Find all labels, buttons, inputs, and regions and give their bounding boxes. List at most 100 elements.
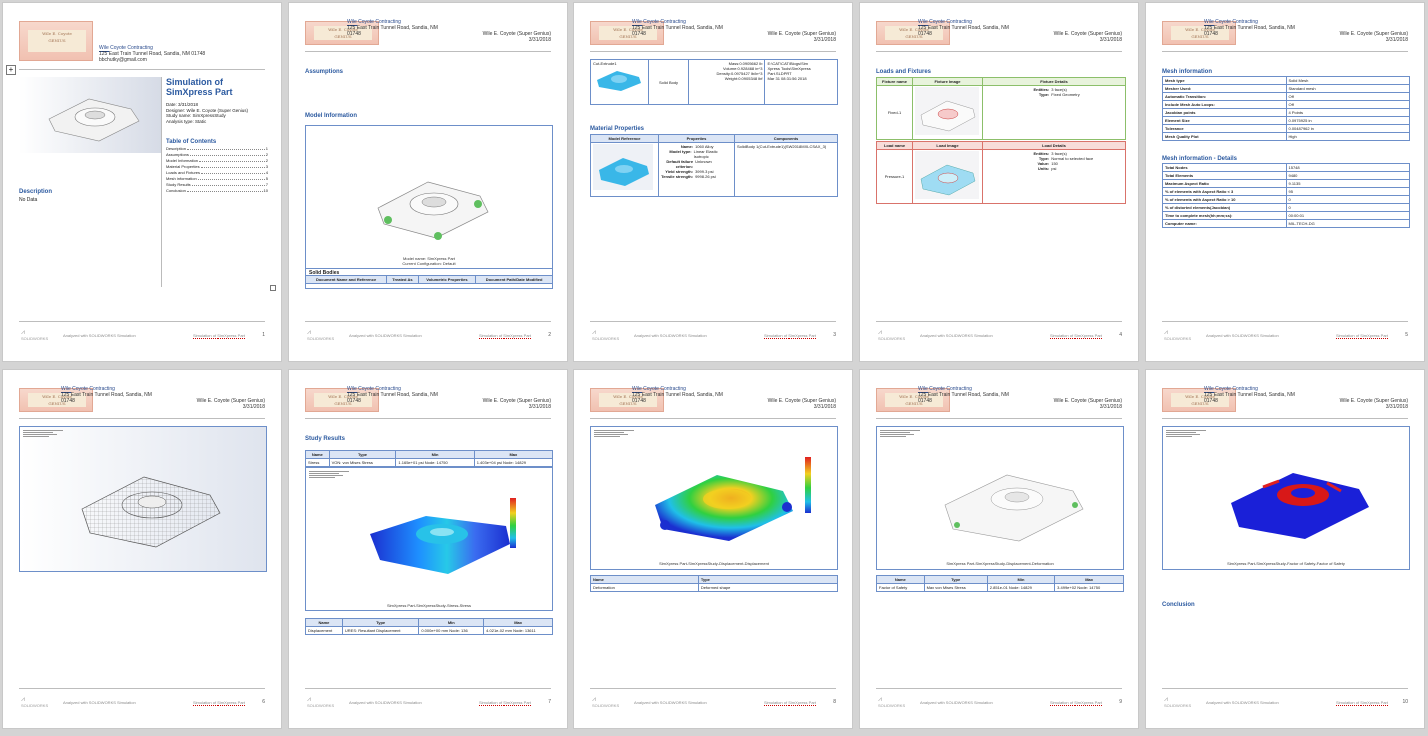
- fos-plot-image: [1231, 473, 1369, 539]
- designer-info: Wile E. Coyote (Super Genius) 3/31/2018: [1053, 31, 1122, 43]
- cover-model-image: [19, 77, 161, 153]
- table-row: % of elements with Aspect Ratio > 10 0: [1162, 195, 1410, 204]
- table-row: Include Mesh Auto Loops: Off: [1162, 100, 1410, 109]
- page-footer: ⩘ SOLIDWORKS Analyzed with SOLIDWORKS Simu…: [592, 696, 836, 708]
- study-info: Date: 3/31/2018 Designer: Wile E. Coyote…: [166, 102, 249, 124]
- toc-entry[interactable]: Mesh information 5: [166, 176, 268, 181]
- page-number: 4: [1119, 332, 1122, 338]
- page-footer: ⩘ SOLIDWORKS Analyzed with SOLIDWORKS Simu…: [1164, 329, 1408, 341]
- company-logo: Wile E. Coyote GENIUS: [19, 388, 93, 412]
- material-table: Model Reference Properties Components Name…: [590, 134, 838, 197]
- load-table: Load name Load Image Load Details Pressure…: [876, 141, 1126, 204]
- company-info: Wile Coyote Contracting 125 East Train T…: [1204, 19, 1295, 37]
- page-footer: ⩘ SOLIDWORKS Analyzed with SOLIDWORKS Simu…: [307, 696, 551, 708]
- company-logo: Wile E. Coyote GENIUS: [590, 21, 664, 45]
- table-row: Computer name: MIL-TECH-DG: [1162, 219, 1410, 228]
- deformation-plot-frame: SimXpress Part-SimXpressStudy-Displaceme…: [876, 426, 1124, 570]
- report-page-1: Wile E. Coyote GENIUS Wile Coyote Contrac…: [2, 2, 282, 362]
- stress-results-table: Name Type Min Max Stress VON: von Mises Stre…: [305, 450, 554, 467]
- fos-table: Name Type Min Max Factor of Safety Max von M…: [876, 575, 1124, 592]
- company-info: Wile Coyote Contracting 125 East Train T…: [347, 19, 438, 37]
- solidworks-logo: ⩘ SOLIDWORKS: [878, 696, 906, 708]
- solidworks-logo: ⩘ SOLIDWORKS: [878, 329, 906, 341]
- report-page-10: Wile E. Coyote GENIUS Wile Coyote Contrac…: [1145, 369, 1425, 729]
- page-footer: ⩘ SOLIDWORKS Analyzed with SOLIDWORKS Simu…: [21, 329, 265, 341]
- page-number: 9: [1119, 699, 1122, 705]
- toc-entry[interactable]: Description 1: [166, 146, 268, 151]
- checkbox[interactable]: [270, 285, 276, 291]
- table-row: Total Elements 9480: [1162, 171, 1410, 180]
- mesh-plot-image: [81, 476, 221, 548]
- company-logo: Wile E. Coyote GENIUS: [590, 388, 664, 412]
- solidworks-logo: ⩘ SOLIDWORKS: [21, 696, 49, 708]
- table-row: Tolerance 0.00487962 in: [1162, 124, 1410, 133]
- designer-info: Wile E. Coyote (Super Genius) 3/31/2018: [1339, 398, 1408, 410]
- designer-info: Wile E. Coyote (Super Genius) 3/31/2018: [767, 31, 836, 43]
- report-page-8: Wile E. Coyote GENIUS Wile Coyote Contrac…: [573, 369, 853, 729]
- report-page-4: Wile E. Coyote GENIUS Wile Coyote Contrac…: [859, 2, 1139, 362]
- company-info: Wile Coyote Contracting 125 East Train T…: [347, 386, 438, 404]
- table-row: Automatic Transition: Off: [1162, 92, 1410, 101]
- move-handle-icon[interactable]: +: [6, 65, 16, 75]
- deformation-plot-image: [944, 474, 1084, 542]
- page-footer: ⩘ SOLIDWORKS Analyzed with SOLIDWORKS Simu…: [307, 329, 551, 341]
- assumptions-heading: Assumptions: [305, 69, 344, 75]
- designer-info: Wile E. Coyote (Super Genius) 3/31/2018: [196, 398, 265, 410]
- page-number: 6: [262, 699, 265, 705]
- report-page-5: Wile E. Coyote GENIUS Wile Coyote Contrac…: [1145, 2, 1425, 362]
- report-page-7: Wile E. Coyote GENIUS Wile Coyote Contrac…: [288, 369, 568, 729]
- mesh-plot-frame: [19, 426, 267, 572]
- toc-entry[interactable]: Assumptions 2: [166, 152, 268, 157]
- solid-bodies-heading: Solid Bodies: [306, 268, 552, 277]
- model-info-heading: Model Information: [305, 113, 357, 119]
- displacement-results-table: Name Type Min Max Displacement URES: Resulta…: [305, 618, 553, 635]
- report-page-2: Wile E. Coyote GENIUS Wile Coyote Contrac…: [288, 2, 568, 362]
- toc-title: Table of Contents: [166, 139, 217, 145]
- company-info: Wile Coyote Contracting 125 East Train T…: [632, 19, 723, 37]
- toc-entry[interactable]: Model Information 2: [166, 158, 268, 163]
- toc-entry[interactable]: Material Properties 3: [166, 164, 268, 169]
- fixture-table: Fixture name Fixture Image Fixture Details…: [876, 77, 1126, 140]
- toc-entry[interactable]: Conclusion 10: [166, 188, 268, 193]
- company-logo: Wile E. Coyote GENIUS: [1162, 388, 1236, 412]
- page-number: 1: [262, 332, 265, 338]
- solidworks-logo: ⩘ SOLIDWORKS: [592, 696, 620, 708]
- load-image: [915, 151, 979, 199]
- solidworks-logo: ⩘ SOLIDWORKS: [592, 329, 620, 341]
- solid-bodies-table: Document Name and Reference Treated As Vol…: [304, 275, 553, 284]
- conclusion-heading: Conclusion: [1162, 602, 1195, 608]
- toc-entry[interactable]: Loads and Fixtures 4: [166, 170, 268, 175]
- page-number: 10: [1402, 699, 1408, 705]
- fixture-image: [915, 87, 979, 135]
- page-footer: ⩘ SOLIDWORKS Analyzed with SOLIDWORKS Simu…: [21, 696, 265, 708]
- study-results-heading: Study Results: [305, 436, 346, 442]
- table-row: % of distorted elements(Jacobian) 0: [1162, 203, 1410, 212]
- table-of-contents: Description 1 Assumptions 2 Model Informatio…: [166, 146, 268, 194]
- company-logo: Wile E. Coyote GENIUS: [1162, 21, 1236, 45]
- toc-entry[interactable]: Study Results 7: [166, 182, 268, 187]
- mesh-details-heading: Mesh information - Details: [1162, 156, 1238, 162]
- page-footer: ⩘ SOLIDWORKS Analyzed with SOLIDWORKS Simu…: [1164, 696, 1408, 708]
- loads-heading: Loads and Fixtures: [876, 69, 932, 75]
- company-info: Wile Coyote Contracting 125 East Train T…: [918, 19, 1009, 37]
- report-title: Simulation of: [166, 77, 223, 87]
- stress-plot-frame: SimXpress Part-SimXpressStudy-Stress-Str…: [305, 467, 553, 611]
- page-number: 8: [833, 699, 836, 705]
- mesh-heading: Mesh information: [1162, 69, 1213, 75]
- table-row: Element Size 0.0975925 in: [1162, 116, 1410, 125]
- page-number: 2: [548, 332, 551, 338]
- report-page-6: Wile E. Coyote GENIUS Wile Coyote Contrac…: [2, 369, 282, 729]
- company-logo: Wile E. Coyote GENIUS: [305, 21, 379, 45]
- table-row: Mesher Used: Standard mesh: [1162, 84, 1410, 93]
- material-heading: Material Properties: [590, 126, 645, 132]
- table-row: Mesh type Solid Mesh: [1162, 76, 1410, 85]
- designer-info: Wile E. Coyote (Super Genius) 3/31/2018: [1053, 398, 1122, 410]
- table-row: % of elements with Aspect Ratio < 3 95: [1162, 187, 1410, 196]
- designer-info: Wile E. Coyote (Super Genius) 3/31/2018: [482, 31, 551, 43]
- displacement-plot-frame: SimXpress Part-SimXpressStudy-Displaceme…: [590, 426, 838, 570]
- mesh-table: Mesh type Solid Mesh Mesher Used: Standard …: [1162, 76, 1410, 141]
- report-page-9: Wile E. Coyote GENIUS Wile Coyote Contrac…: [859, 369, 1139, 729]
- displacement-plot-image: [655, 475, 793, 541]
- body-thumbnail: [597, 71, 641, 91]
- company-logo: Wile E. Coyote GENIUS: [19, 21, 93, 61]
